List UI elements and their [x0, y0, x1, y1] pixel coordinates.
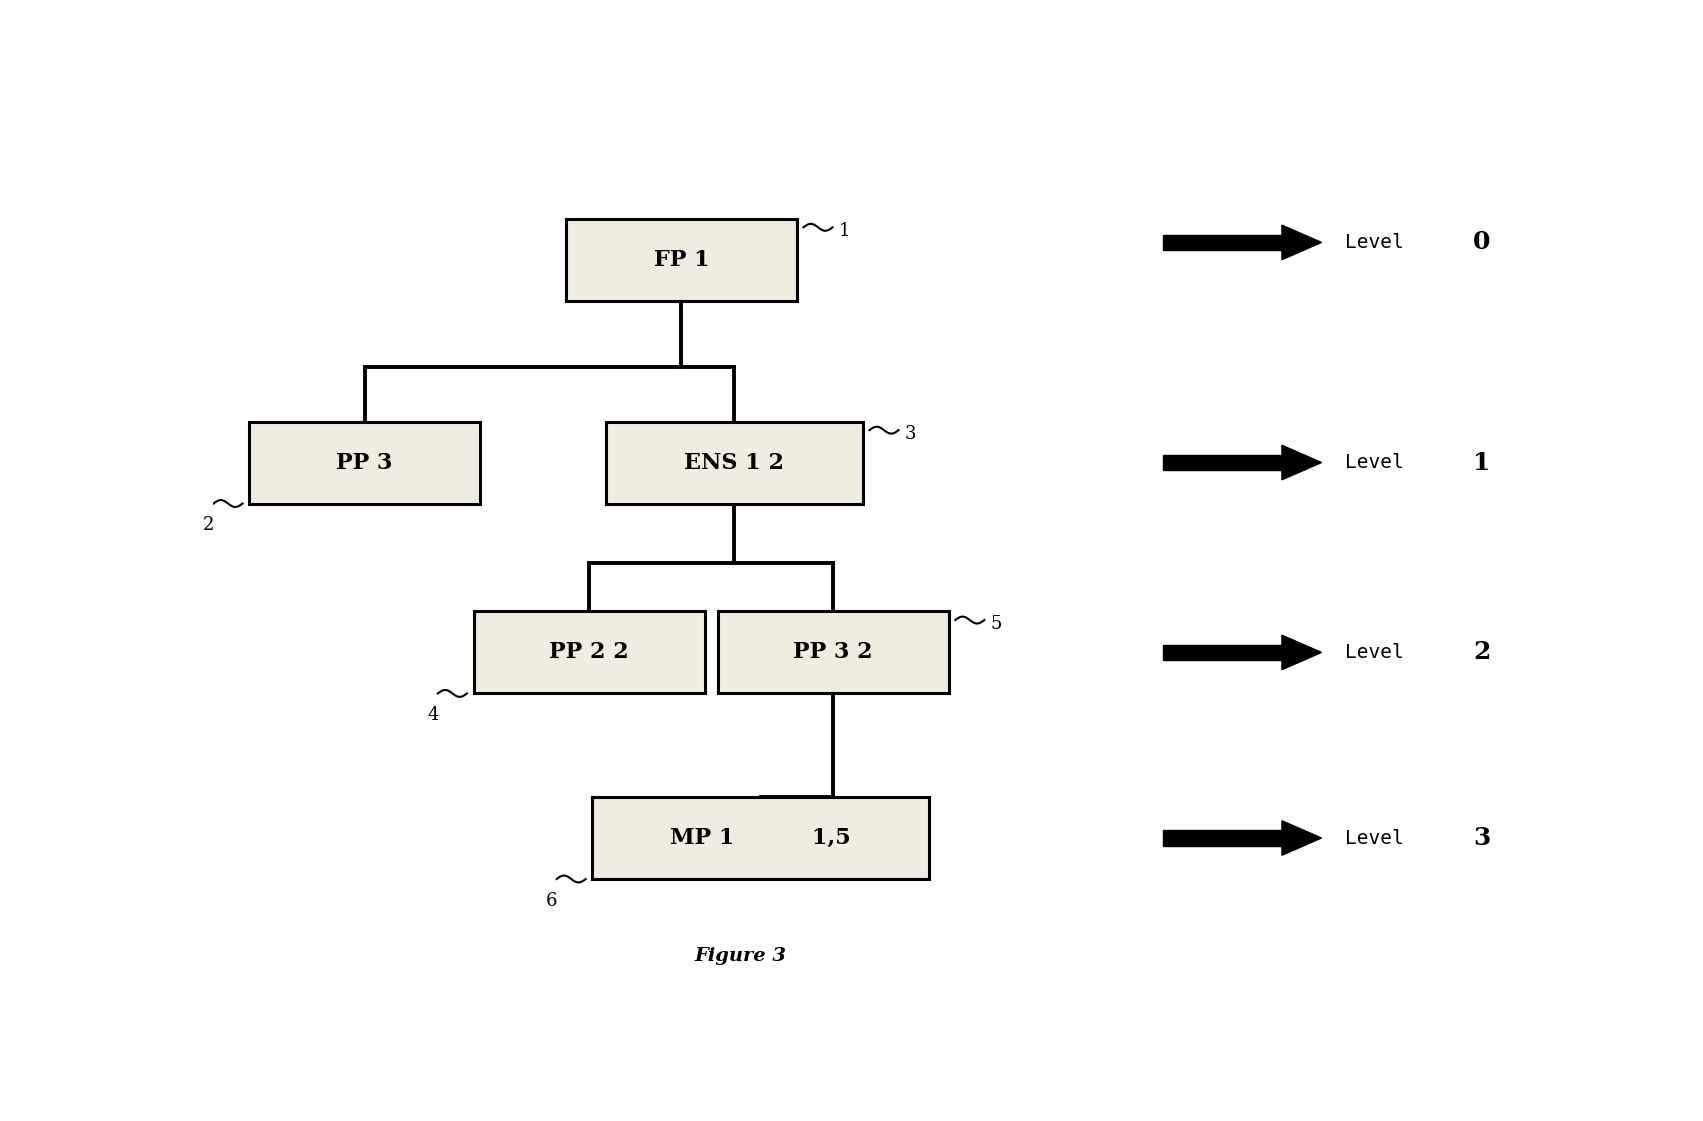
Text: PP 3 2: PP 3 2: [794, 641, 874, 664]
Bar: [593, 797, 928, 879]
Text: Level: Level: [1345, 828, 1403, 847]
Text: 4: 4: [427, 706, 439, 724]
Text: MP 1          1,5: MP 1 1,5: [671, 827, 852, 849]
Text: 5: 5: [991, 614, 1003, 632]
Text: FP 1: FP 1: [654, 249, 708, 270]
Bar: [249, 421, 480, 503]
Bar: [717, 611, 949, 694]
Bar: [1163, 645, 1282, 660]
Polygon shape: [1282, 225, 1322, 260]
Text: ENS 1 2: ENS 1 2: [685, 452, 783, 473]
Text: 1: 1: [840, 222, 850, 240]
Polygon shape: [1282, 445, 1322, 480]
Text: 3: 3: [904, 425, 916, 443]
Text: 1: 1: [1473, 451, 1490, 474]
Polygon shape: [1282, 636, 1322, 669]
Bar: [565, 219, 797, 300]
Bar: [1163, 234, 1282, 250]
Text: 2: 2: [1473, 640, 1490, 665]
Text: Figure 3: Figure 3: [695, 947, 787, 965]
Text: PP 2 2: PP 2 2: [548, 641, 628, 664]
Text: 3: 3: [1473, 826, 1490, 850]
Text: 0: 0: [1473, 231, 1490, 254]
Polygon shape: [1282, 821, 1322, 855]
Text: Level: Level: [1345, 453, 1403, 472]
Bar: [473, 611, 705, 694]
Text: Level: Level: [1345, 643, 1403, 661]
Text: PP 3: PP 3: [337, 452, 393, 473]
Text: 2: 2: [203, 516, 215, 534]
Bar: [606, 421, 863, 503]
Text: 6: 6: [547, 891, 557, 909]
Text: Level: Level: [1345, 233, 1403, 252]
Bar: [1163, 455, 1282, 471]
Bar: [1163, 831, 1282, 845]
